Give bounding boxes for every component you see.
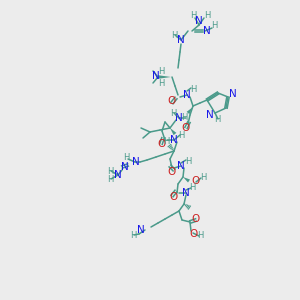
Text: H: H — [158, 67, 164, 76]
Text: N: N — [206, 110, 214, 120]
Text: H: H — [171, 31, 177, 40]
Text: N: N — [175, 113, 183, 123]
Text: H: H — [214, 115, 220, 124]
Text: N: N — [195, 16, 203, 26]
Text: N: N — [170, 135, 178, 145]
Text: O: O — [168, 167, 176, 177]
Polygon shape — [183, 177, 190, 182]
Text: H: H — [107, 167, 113, 176]
Text: O: O — [181, 123, 189, 133]
Text: O: O — [168, 96, 176, 106]
Polygon shape — [158, 75, 171, 79]
Text: N: N — [177, 35, 185, 45]
Text: H: H — [158, 79, 164, 88]
Text: H: H — [211, 22, 217, 31]
Text: H: H — [200, 172, 206, 182]
Text: N: N — [183, 90, 191, 100]
Text: H: H — [197, 232, 203, 241]
Text: H: H — [185, 157, 191, 166]
Text: N: N — [121, 162, 129, 172]
Polygon shape — [170, 128, 176, 135]
Text: H: H — [190, 11, 196, 20]
Text: O: O — [158, 139, 166, 149]
Text: H: H — [170, 109, 176, 118]
Text: N: N — [152, 71, 160, 81]
Text: N: N — [137, 225, 145, 235]
Text: H: H — [123, 154, 129, 163]
Text: O: O — [169, 192, 177, 202]
Text: N: N — [114, 170, 122, 180]
Text: H: H — [107, 176, 113, 184]
Text: N: N — [177, 161, 185, 171]
Text: O: O — [191, 214, 199, 224]
Text: H: H — [181, 113, 187, 122]
Text: H: H — [204, 11, 210, 20]
Text: N: N — [203, 26, 211, 36]
Text: H: H — [189, 184, 195, 193]
Text: O: O — [189, 229, 197, 239]
Text: H: H — [178, 130, 184, 140]
Text: H: H — [130, 230, 136, 239]
Text: N: N — [132, 157, 140, 167]
Text: N: N — [229, 89, 237, 99]
Text: O: O — [192, 176, 200, 186]
Text: H: H — [163, 136, 169, 146]
Text: H: H — [190, 85, 196, 94]
Text: N: N — [182, 188, 190, 198]
Polygon shape — [187, 107, 193, 114]
